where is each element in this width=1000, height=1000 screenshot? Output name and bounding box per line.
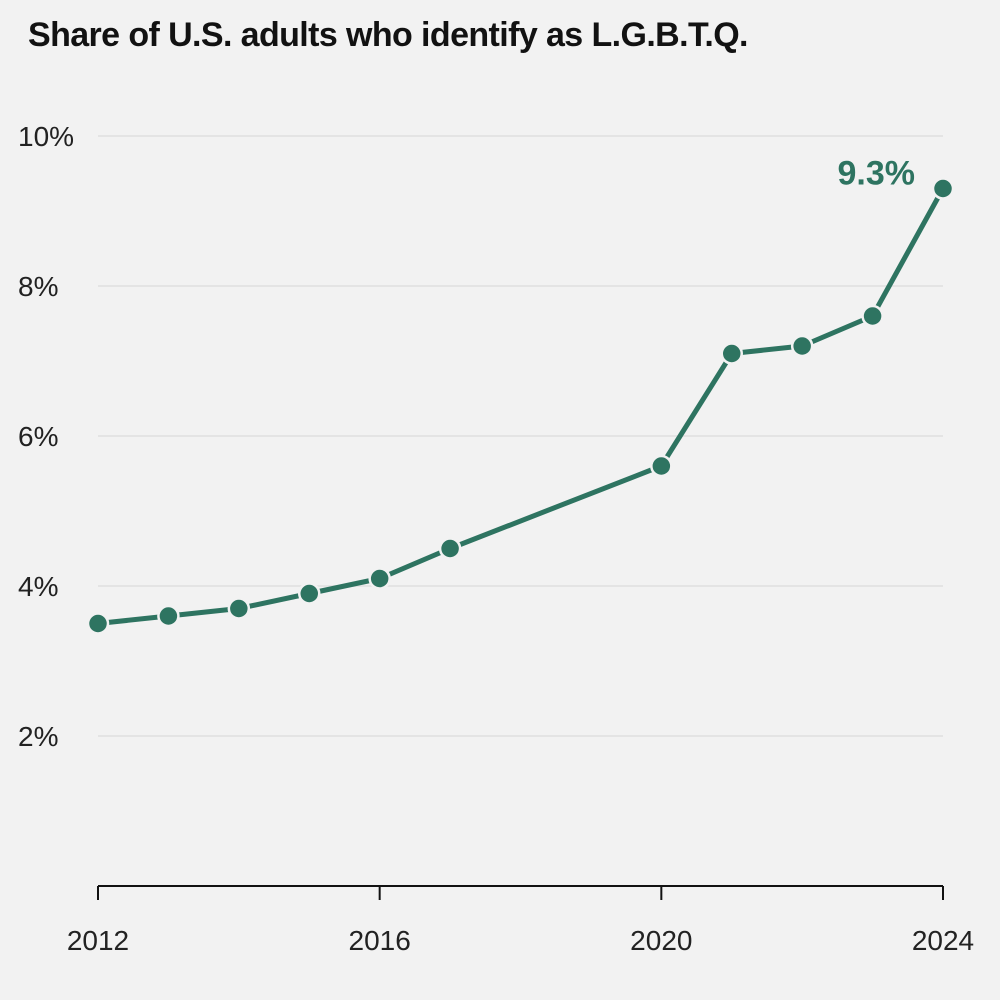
data-label: 9.3%	[838, 155, 916, 193]
x-tick-label: 2016	[349, 925, 411, 956]
x-tick-label: 2020	[630, 925, 692, 956]
series-line	[95, 186, 946, 626]
data-point	[790, 334, 814, 358]
data-point	[227, 597, 251, 620]
y-tick-label: 8%	[18, 271, 58, 302]
y-tick-label: 6%	[18, 421, 58, 452]
series	[86, 177, 955, 635]
data-point	[438, 537, 462, 560]
chart-title: Share of U.S. adults who identify as L.G…	[28, 16, 749, 54]
y-tick-label: 4%	[18, 571, 58, 602]
y-axis-labels: 2% 4% 6% 8% 10%	[18, 121, 74, 752]
data-point	[368, 567, 391, 590]
annotations: 9.3%	[838, 155, 916, 193]
x-tick-label: 2012	[67, 925, 129, 956]
x-axis: 2012 2016 2020 2024	[67, 885, 974, 956]
y-tick-label: 10%	[18, 121, 74, 152]
x-tick-label: 2024	[912, 925, 974, 956]
data-point	[157, 604, 180, 628]
data-point	[86, 612, 110, 635]
data-point	[861, 304, 884, 328]
y-tick-label: 2%	[18, 721, 58, 752]
data-point	[720, 342, 743, 365]
grid-lines	[98, 135, 943, 737]
data-point	[931, 177, 955, 200]
data-point	[650, 454, 673, 478]
data-point	[298, 582, 321, 605]
